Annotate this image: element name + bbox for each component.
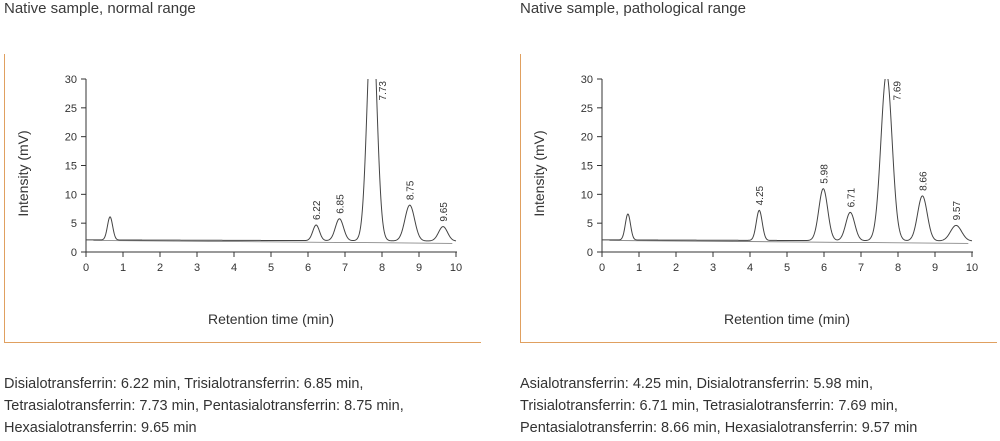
y-tick-label: 0 — [71, 247, 77, 259]
x-tick-label: 8 — [895, 262, 901, 274]
x-axis-label: Retention time (min) — [724, 311, 850, 327]
x-tick-label: 6 — [305, 262, 311, 274]
y-tick-label: 15 — [581, 161, 593, 173]
chromatogram-trace — [86, 79, 457, 242]
x-tick-label: 10 — [966, 262, 978, 274]
peak-label: 6.71 — [846, 188, 857, 208]
panel-frame — [520, 54, 997, 343]
y-tick-label: 30 — [581, 74, 593, 86]
peak-label: 5.98 — [819, 164, 830, 184]
caption-line: Trisialotransferrin: 6.71 min, Tetrasial… — [520, 398, 898, 414]
y-tick-label: 20 — [65, 132, 77, 144]
x-tick-label: 7 — [342, 262, 348, 274]
y-axis-label: Intensity (mV) — [15, 130, 31, 216]
chart-panel-pathological: Native sample, pathological range 0 1 2 3 4 5… — [520, 0, 1000, 441]
peak-label: 4.25 — [755, 185, 766, 205]
y-tick-label: 30 — [65, 74, 77, 86]
chart-panel-normal: Native sample, normal range 0 1 2 3 4 5 6 7 8 9 10… — [4, 0, 484, 441]
x-tick-label: 10 — [450, 262, 462, 274]
x-tick-label: 6 — [821, 262, 827, 274]
integration-baseline — [609, 240, 969, 244]
x-tick-label: 9 — [932, 262, 938, 274]
chart-title: Native sample, pathological range — [520, 0, 746, 17]
x-tick-label: 3 — [710, 262, 716, 274]
x-tick-label: 3 — [194, 262, 200, 274]
y-axis-label: Intensity (mV) — [531, 130, 547, 216]
peak-label: 9.65 — [439, 202, 450, 222]
peak-label: 8.66 — [918, 171, 929, 191]
x-tick-label: 0 — [599, 262, 605, 274]
y-tick-label: 15 — [65, 161, 77, 173]
y-tick-label: 5 — [587, 218, 593, 230]
y-tick-label: 25 — [581, 103, 593, 115]
caption-line: Tetrasialotransferrin: 7.73 min, Pentasi… — [4, 398, 404, 414]
peak-label: 9.57 — [952, 201, 963, 221]
x-tick-label: 2 — [157, 262, 163, 274]
x-tick-label: 8 — [379, 262, 385, 274]
caption-line: Disialotransferrin: 6.22 min, Trisialotr… — [4, 376, 364, 392]
y-tick-label: 0 — [587, 247, 593, 259]
y-tick-label: 25 — [65, 103, 77, 115]
peak-label: 6.85 — [335, 194, 346, 214]
caption-pathological: Asialotransferrin: 4.25 min, Disialotran… — [520, 373, 1000, 439]
x-tick-label: 5 — [268, 262, 274, 274]
peak-label: 8.75 — [406, 180, 417, 200]
chromatogram-trace — [602, 79, 973, 242]
caption-line: Pentasialotransferrin: 8.66 min, Hexasia… — [520, 420, 918, 436]
x-tick-label: 4 — [231, 262, 237, 274]
x-tick-label: 4 — [747, 262, 753, 274]
chromatogram-normal: 0 1 2 3 4 5 6 7 8 9 10 0 5 10 15 20 25 30 Retention time (… — [15, 74, 462, 327]
x-tick-label: 9 — [416, 262, 422, 274]
y-tick-label: 10 — [581, 189, 593, 201]
x-tick-label: 1 — [636, 262, 642, 274]
caption-line: Hexasialotransferrin: 9.65 min — [4, 420, 197, 436]
x-axis-label: Retention time (min) — [208, 311, 334, 327]
x-tick-label: 0 — [83, 262, 89, 274]
y-tick-label: 20 — [581, 132, 593, 144]
peak-label: 7.73 — [378, 81, 389, 101]
integration-baseline — [93, 240, 453, 244]
panel-frame — [4, 54, 481, 343]
x-tick-label: 2 — [673, 262, 679, 274]
peak-label: 7.69 — [893, 81, 904, 101]
x-tick-label: 1 — [120, 262, 126, 274]
chart-title: Native sample, normal range — [4, 0, 196, 17]
peak-label: 6.22 — [312, 200, 323, 220]
caption-line: Asialotransferrin: 4.25 min, Disialotran… — [520, 376, 873, 392]
y-tick-label: 5 — [71, 218, 77, 230]
x-tick-label: 5 — [784, 262, 790, 274]
x-tick-label: 7 — [858, 262, 864, 274]
caption-normal: Disialotransferrin: 6.22 min, Trisialotr… — [4, 373, 484, 439]
y-tick-label: 10 — [65, 189, 77, 201]
chromatogram-pathological: 0 1 2 3 4 5 6 7 8 9 10 0 5 10 15 20 25 30 Retention time (… — [531, 74, 978, 327]
